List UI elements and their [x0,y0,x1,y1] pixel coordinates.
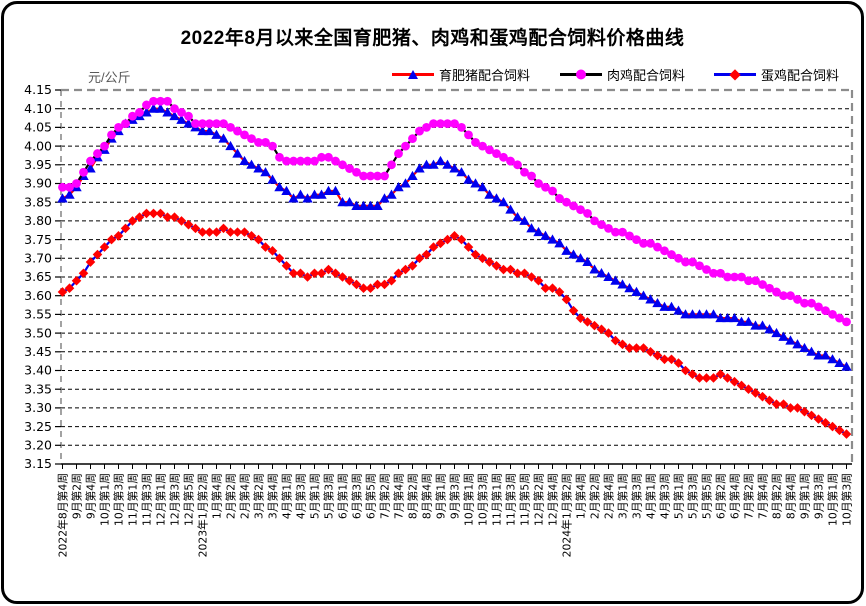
svg-text:9月第2周: 9月第2周 [70,473,84,519]
svg-text:2024年1月第2周: 2024年1月第2周 [560,473,574,557]
svg-text:12月第2周: 12月第2周 [532,473,546,526]
svg-text:5月第3周: 5月第3周 [686,473,700,519]
svg-text:3.20: 3.20 [24,438,52,453]
svg-text:2月第2周: 2月第2周 [588,473,602,519]
svg-text:2022年8月第4周: 2022年8月第4周 [56,473,70,557]
svg-text:5月第1周: 5月第1周 [672,473,686,519]
svg-text:3.15: 3.15 [24,456,52,471]
svg-text:4月第1周: 4月第1周 [280,473,294,519]
svg-text:11月第3周: 11月第3周 [140,473,154,526]
svg-text:10月第1周: 10月第1周 [826,473,840,526]
svg-text:9月第3周: 9月第3周 [812,473,826,519]
svg-text:3月第4周: 3月第4周 [266,473,280,519]
diamond-marker-icon [729,68,741,80]
svg-text:12月第3周: 12月第3周 [168,473,182,526]
svg-text:6月第3周: 6月第3周 [350,473,364,519]
svg-text:5月第1周: 5月第1周 [308,473,322,519]
svg-text:2023年1月第2周: 2023年1月第2周 [196,473,210,557]
svg-text:6月第5周: 6月第5周 [364,473,378,519]
svg-text:4月第3周: 4月第3周 [294,473,308,519]
svg-text:3月第3周: 3月第3周 [630,473,644,519]
svg-text:9月第3周: 9月第3周 [448,473,462,519]
broiler-feed-line-icon [560,69,602,79]
svg-text:6月第1周: 6月第1周 [336,473,350,519]
chart-canvas: 3.15 3.20 3.25 3.30 3.35 3.40 3.45 3.50 3.55 3.60… [24,82,854,557]
svg-text:1月第4周: 1月第4周 [210,473,224,519]
svg-text:11月第1周: 11月第1周 [490,473,504,526]
svg-text:10月第3周: 10月第3周 [112,473,126,526]
svg-text:6月第2周: 6月第2周 [714,473,728,519]
svg-text:8月第4周: 8月第4周 [784,473,798,519]
y-axis-unit-label: 元/公斤 [88,70,131,85]
legend-label-layer-feed: 蛋鸡配合饲料 [761,67,840,83]
svg-text:3.25: 3.25 [24,419,52,434]
svg-text:3.85: 3.85 [24,194,52,209]
svg-text:7月第4周: 7月第4周 [392,473,406,519]
legend-label-pig-feed: 育肥猪配合饲料 [439,67,531,83]
svg-text:2月第4周: 2月第4周 [602,473,616,519]
svg-text:7月第2周: 7月第2周 [742,473,756,519]
legend-label-broiler-feed: 肉鸡配合饲料 [607,67,686,83]
svg-text:9月第1周: 9月第1周 [798,473,812,519]
svg-text:3.90: 3.90 [24,176,52,191]
svg-text:2月第4周: 2月第4周 [238,473,252,519]
circle-marker-icon [576,69,586,79]
svg-text:3.45: 3.45 [24,344,52,359]
svg-text:3.80: 3.80 [24,213,52,228]
svg-text:3.65: 3.65 [24,269,52,284]
svg-text:11月第5周: 11月第5周 [518,473,532,526]
svg-text:3.50: 3.50 [24,325,52,340]
svg-text:5月第3周: 5月第3周 [322,473,336,519]
svg-text:5月第5周: 5月第5周 [700,473,714,519]
svg-text:10月第3周: 10月第3周 [476,473,490,526]
svg-text:7月第2周: 7月第2周 [378,473,392,519]
pig-feed-line-icon [392,69,434,79]
svg-text:3.35: 3.35 [24,381,52,396]
svg-text:11月第3周: 11月第3周 [504,473,518,526]
svg-text:3.70: 3.70 [24,251,52,266]
svg-text:10月第1周: 10月第1周 [462,473,476,526]
triangle-marker-icon [408,69,418,79]
legend-item-layer-feed: 蛋鸡配合饲料 [714,66,840,83]
svg-text:4.05: 4.05 [24,120,52,135]
layer-feed-line-icon [714,68,756,80]
legend-item-pig-feed: 育肥猪配合饲料 [392,66,531,83]
svg-text:10月第3周: 10月第3周 [840,473,854,526]
svg-text:11月第1周: 11月第1周 [126,473,140,526]
svg-text:8月第2周: 8月第2周 [406,473,420,519]
svg-text:2月第2周: 2月第2周 [224,473,238,519]
svg-text:4月第3周: 4月第3周 [658,473,672,519]
svg-text:12月第1周: 12月第1周 [154,473,168,526]
svg-text:8月第4周: 8月第4周 [420,473,434,519]
svg-text:3.75: 3.75 [24,232,52,247]
svg-text:4.00: 4.00 [24,138,52,153]
svg-text:9月第4周: 9月第4周 [84,473,98,519]
svg-text:4月第1周: 4月第1周 [644,473,658,519]
svg-text:7月第4周: 7月第4周 [756,473,770,519]
svg-text:1月第4周: 1月第4周 [574,473,588,519]
legend-item-broiler-feed: 肉鸡配合饲料 [560,66,686,83]
svg-text:9月第1周: 9月第1周 [434,473,448,519]
svg-text:3.30: 3.30 [24,400,52,415]
svg-text:3月第2周: 3月第2周 [252,473,266,519]
svg-text:4.10: 4.10 [24,101,52,116]
svg-text:3.55: 3.55 [24,307,52,322]
svg-text:8月第2周: 8月第2周 [770,473,784,519]
svg-text:3.95: 3.95 [24,157,52,172]
svg-text:12月第4周: 12月第4周 [546,473,560,526]
svg-text:3.60: 3.60 [24,288,52,303]
svg-text:4.15: 4.15 [24,82,52,97]
chart-title: 2022年8月以来全国育肥猪、肉鸡和蛋鸡配合饲料价格曲线 [180,28,685,49]
svg-text:3月第1周: 3月第1周 [616,473,630,519]
svg-text:3.40: 3.40 [24,363,52,378]
svg-text:6月第4周: 6月第4周 [728,473,742,519]
svg-text:12月第5周: 12月第5周 [182,473,196,526]
svg-text:10月第1周: 10月第1周 [98,473,112,526]
